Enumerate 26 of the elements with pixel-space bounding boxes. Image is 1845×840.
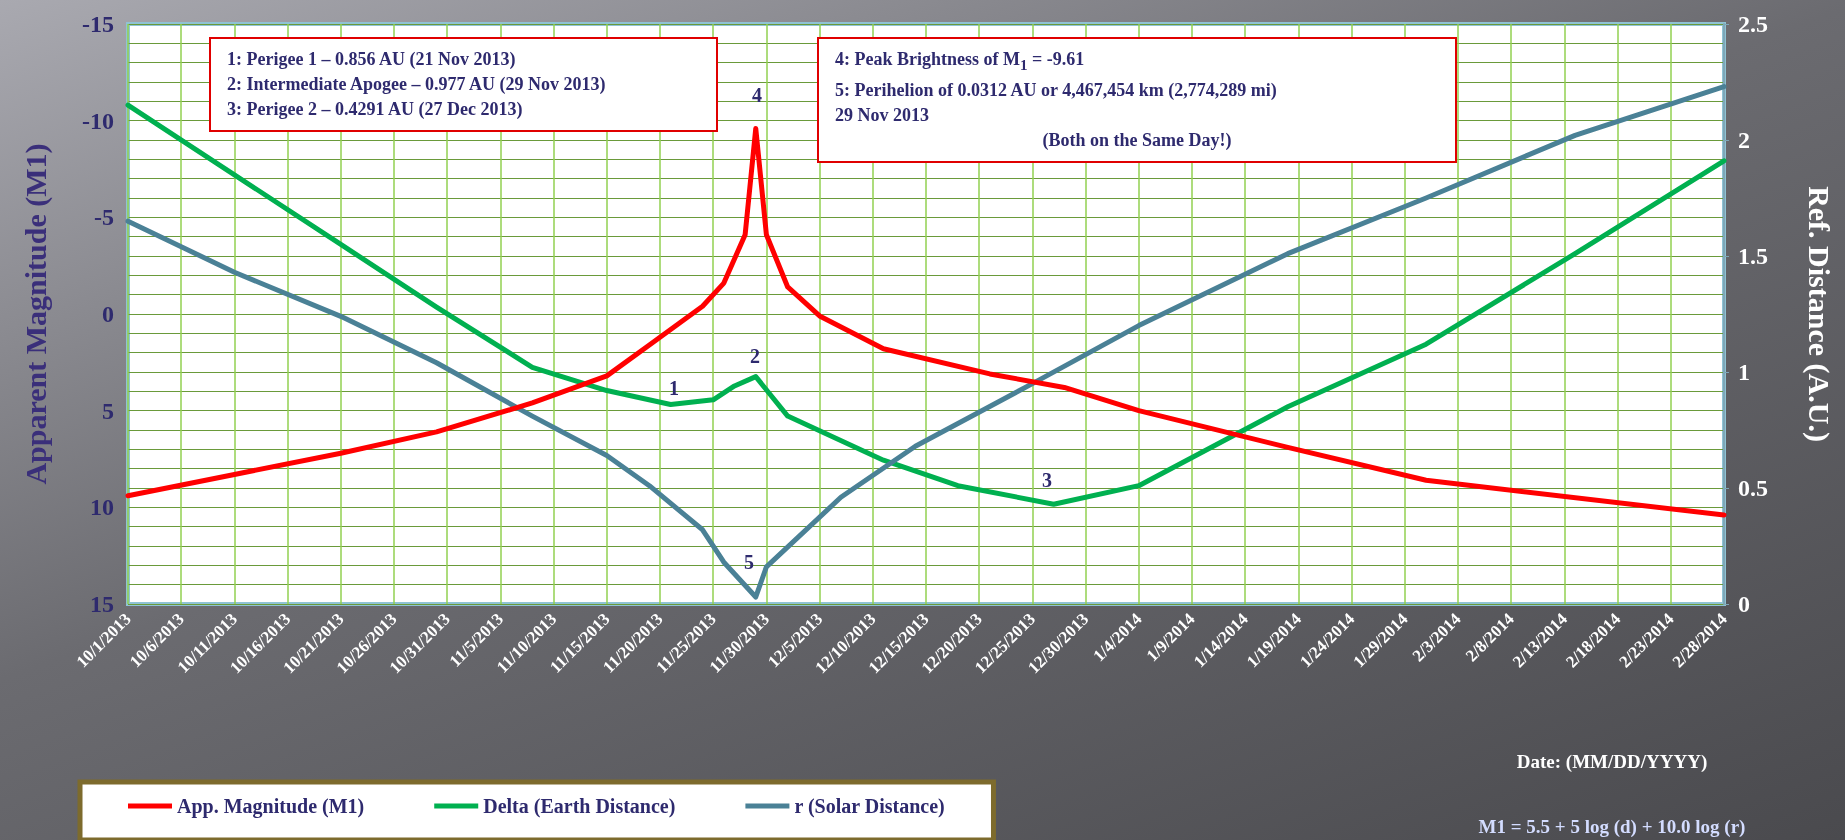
annotation: 4: [752, 83, 762, 107]
legend-label: r (Solar Distance): [794, 795, 945, 818]
y-tick-label: -15: [82, 11, 114, 37]
y2-tick-label: 1: [1738, 359, 1750, 385]
y2-tick-label: 2.5: [1738, 11, 1768, 37]
annotation: 1: Perigee 1 – 0.856 AU (21 Nov 2013) 2: Intermediate Apogee – 0.977 AU (29 Nov 2013) 3: Perigee 2 – 0.4291 AU (27 Dec 2013): [227, 48, 607, 121]
y-tick-label: -5: [94, 204, 114, 231]
y2-tick-label: 1.5: [1738, 243, 1768, 269]
annotation: 3: [1042, 468, 1052, 492]
text: M1 = 5.5 + 5 log (d) + 10.0 log (r): [1478, 816, 1746, 838]
legend-label: Delta (Earth Distance): [483, 795, 676, 818]
legend-label: App. Magnitude (M1): [177, 795, 365, 818]
y2-tick-label: 0.5: [1738, 475, 1768, 501]
y-tick-label: 10: [90, 494, 114, 521]
y-tick-label: -10: [82, 107, 114, 134]
y-axis-title: Apparent Magnitude (M1): [18, 143, 53, 485]
x-axis-title: Date: (MM/DD/YYYY): [1516, 751, 1708, 773]
y-tick-label: 15: [90, 591, 114, 617]
text-box: 4: Peak Brightness of M$_{1}$ = -9.61 5: Perihelion of 0.0312 AU or 4,467,454 km (2,774,289 mi) 29 Nov 2013 (Both on the Same Day!): [817, 37, 1457, 163]
y-tick-label: 0: [102, 301, 114, 327]
y2-tick-label: 0: [1738, 591, 1750, 617]
y2-tick-label: 2: [1738, 127, 1750, 153]
y2-axis-title: Ref. Distance (A.U.): [1801, 186, 1836, 442]
text-box: 1: Perigee 1 – 0.856 AU (21 Nov 2013) 2: Intermediate Apogee – 0.977 AU (29 Nov 2013) 3: Perigee 2 – 0.4291 AU (27 Dec 2013): [209, 37, 718, 132]
y-tick-label: 5: [102, 397, 114, 424]
annotation: 1: [1019, 56, 1028, 73]
